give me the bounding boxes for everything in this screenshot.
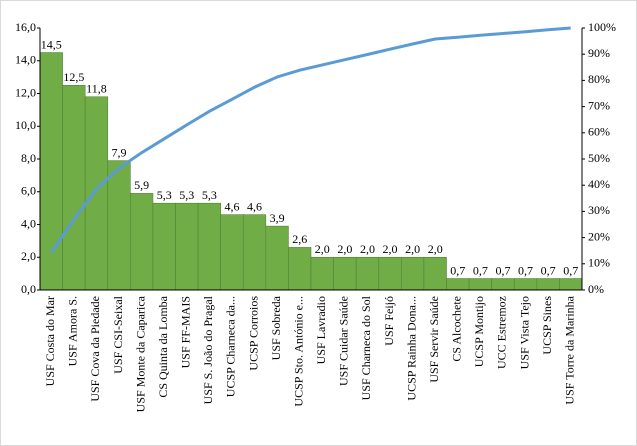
- x-tick-label: USF CSI-Seixal: [111, 295, 125, 373]
- y-tick-label: 8,0: [21, 151, 36, 165]
- x-tick-label: USF Vista Tejo: [517, 296, 531, 369]
- x-tick-label: UCSP Sto. António e...: [291, 296, 305, 407]
- data-label: 4,6: [224, 199, 239, 213]
- bar: [220, 214, 244, 291]
- y2-tick-label: 30%: [588, 203, 610, 217]
- data-label: 14,5: [41, 37, 62, 51]
- y-tick-label: 16,0: [15, 20, 36, 34]
- data-label: 0,7: [541, 263, 556, 277]
- cumulative-line: [50, 26, 571, 254]
- data-label: 5,3: [157, 188, 172, 202]
- data-label: 12,5: [63, 70, 84, 84]
- x-tick-label: UCSP Rainha Dona...: [404, 296, 418, 401]
- y-tick-label: 6,0: [21, 184, 36, 198]
- bar: [288, 247, 312, 291]
- data-label: 0,7: [495, 263, 510, 277]
- y-tick-label: 12,0: [15, 85, 36, 99]
- y2-tick-label: 10%: [588, 256, 610, 270]
- bar: [107, 160, 131, 291]
- y2-tick-label: 20%: [588, 229, 610, 243]
- x-tick-label: USF Cova da Piedade: [88, 296, 102, 402]
- x-tick-label: USF S. João do Pragal: [201, 295, 215, 404]
- x-tick-label: USF Monte da Caparica: [133, 295, 147, 412]
- x-tick-label: USF Lavradio: [314, 296, 328, 364]
- y2-tick-label: 50%: [588, 151, 610, 165]
- bar: [242, 214, 267, 291]
- x-tick-label: USF Feijó: [382, 296, 396, 346]
- data-label: 2,6: [292, 232, 307, 246]
- x-tick-label: USF FF-MAIS: [179, 296, 193, 368]
- y2-tick-label: 80%: [588, 72, 610, 86]
- data-label: 2,0: [428, 242, 443, 256]
- x-tick-label: USF Charneca do Sol: [359, 295, 373, 400]
- y2-tick-label: 70%: [588, 98, 610, 112]
- y-tick-label: 4,0: [21, 216, 36, 230]
- y2-tick-label: 60%: [588, 125, 610, 139]
- x-tick-label: USF Sobreda: [269, 295, 283, 360]
- bar: [355, 256, 380, 291]
- data-label: 5,3: [179, 188, 194, 202]
- y2-tick-label: 100%: [588, 20, 616, 34]
- x-tick-label: USF Torre da Marinha: [562, 295, 576, 404]
- y-tick-label: 14,0: [15, 53, 36, 67]
- bar: [39, 52, 63, 291]
- y2-tick-label: 0%: [588, 282, 604, 296]
- data-label: 4,6: [247, 199, 262, 213]
- data-label: 5,9: [134, 178, 149, 192]
- y-tick-label: 2,0: [21, 249, 36, 263]
- data-label: 5,3: [202, 188, 217, 202]
- bar: [378, 256, 402, 291]
- data-label: 2,0: [337, 242, 352, 256]
- x-tick-label: UCSP Sines: [540, 296, 554, 355]
- bar: [513, 278, 538, 291]
- x-tick-label: USF Amora S.: [66, 296, 80, 366]
- data-label: 0,7: [563, 263, 578, 277]
- data-label: 2,0: [315, 242, 330, 256]
- data-label: 11,8: [86, 82, 107, 96]
- bar: [62, 85, 86, 291]
- bar: [401, 256, 425, 291]
- bar: [446, 278, 470, 291]
- bar: [130, 193, 154, 291]
- x-tick-label: USF Servir Saúde: [427, 296, 441, 383]
- x-tick-label: UCSP Montijo: [472, 296, 486, 367]
- data-label: 7,9: [112, 145, 127, 159]
- data-label: 0,7: [473, 263, 488, 277]
- y2-tick-label: 90%: [588, 46, 610, 60]
- y2-tick-label: 40%: [588, 177, 610, 191]
- x-tick-label: USF Cuidar Saúde: [337, 296, 351, 386]
- bar: [175, 202, 199, 291]
- x-tick-label: CS Quinta da Lomba: [156, 295, 170, 397]
- bar: [536, 278, 560, 291]
- bar: [152, 202, 176, 291]
- x-tick-label: USF Costa do Mar: [43, 296, 57, 386]
- data-label: 2,0: [360, 242, 375, 256]
- data-label: 3,9: [270, 211, 285, 225]
- bar: [84, 96, 109, 291]
- y-tick-label: 0,0: [21, 282, 36, 296]
- x-tick-label: UCSP Corroios: [246, 296, 260, 371]
- bar: [265, 225, 289, 291]
- bar: [333, 256, 357, 291]
- data-label: 2,0: [405, 242, 420, 256]
- bar: [423, 256, 447, 291]
- data-label: 0,7: [518, 263, 533, 277]
- bar: [197, 202, 221, 291]
- x-tick-label: UCSP Charneca da...: [224, 296, 238, 397]
- data-label: 2,0: [383, 242, 398, 256]
- y-tick-label: 10,0: [15, 118, 36, 132]
- bar: [491, 278, 515, 291]
- bar: [468, 278, 492, 291]
- bar: [559, 278, 583, 291]
- x-tick-label: CS Alcochete: [450, 296, 464, 362]
- x-tick-label: UCC Estremoz: [495, 296, 509, 369]
- data-label: 0,7: [450, 263, 465, 277]
- bar: [310, 256, 334, 291]
